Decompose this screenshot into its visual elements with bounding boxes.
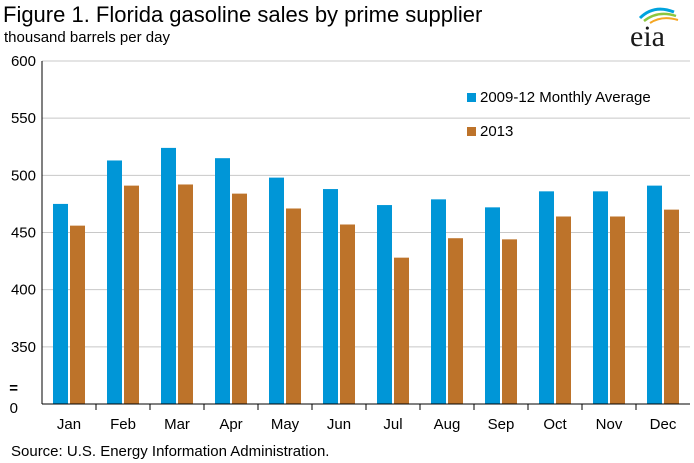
- y-tick-label: 600: [11, 53, 36, 70]
- logo-text: eia: [630, 20, 665, 50]
- bar-2013-nov: [610, 216, 625, 404]
- bar-2013-jul: [394, 257, 409, 404]
- x-tick-label: May: [271, 416, 300, 433]
- axes: [41, 61, 690, 410]
- bar-2009-12-jul: [377, 205, 392, 404]
- bar-2013-feb: [124, 185, 139, 404]
- bar-2009-12-apr: [215, 158, 230, 404]
- bar-2009-12-mar: [161, 147, 176, 405]
- x-tick-label: Apr: [219, 416, 242, 433]
- logo-swoosh-icon: [638, 7, 675, 20]
- y-tick-label: 400: [11, 282, 36, 299]
- bar-2013-aug: [448, 238, 463, 404]
- y-tick-label: 450: [11, 225, 36, 242]
- x-tick-label: Jul: [383, 416, 402, 433]
- bar-2009-12-jun: [323, 189, 338, 404]
- legend-swatch: [467, 93, 476, 102]
- bar-2009-12-jan: [53, 203, 68, 404]
- x-tick-label: Dec: [650, 416, 677, 433]
- gridlines: [42, 60, 690, 348]
- x-tick-label: Oct: [543, 416, 567, 433]
- bar-2009-12-feb: [107, 160, 122, 404]
- bar-2009-12-dec: [647, 185, 662, 404]
- chart-title: Figure 1. Florida gasoline sales by prim…: [3, 2, 483, 27]
- y-tick-label: 0: [10, 400, 18, 417]
- bars: [53, 147, 679, 405]
- x-tick-label: Jun: [327, 416, 351, 433]
- x-tick-label: Jan: [57, 416, 81, 433]
- bar-2013-dec: [664, 209, 679, 404]
- legend: 2009-12 Monthly Average 2013: [467, 89, 651, 140]
- source-note: Source: U.S. Energy Information Administ…: [11, 443, 330, 460]
- y-tick-label: 550: [11, 110, 36, 127]
- y-tick-labels: 350 400 450 500 550 600 0 =: [9, 53, 36, 417]
- bar-2009-12-oct: [539, 191, 554, 404]
- legend-label: 2009-12 Monthly Average: [480, 89, 651, 106]
- axis-break-symbol: =: [9, 380, 18, 397]
- bar-2013-apr: [232, 193, 247, 404]
- bar-2013-jan: [70, 225, 85, 404]
- x-tick-label: Sep: [488, 416, 515, 433]
- y-tick-label: 350: [11, 339, 36, 356]
- y-tick-label: 500: [11, 167, 36, 184]
- bar-2009-12-sep: [485, 207, 500, 404]
- bar-2013-jun: [340, 224, 355, 404]
- eia-logo: eia: [628, 6, 688, 53]
- x-tick-label: Feb: [110, 416, 136, 433]
- legend-label: 2013: [480, 123, 513, 140]
- legend-swatch: [467, 127, 476, 136]
- x-tick-label: Aug: [434, 416, 461, 433]
- bar-2013-may: [286, 208, 301, 404]
- chart-subtitle: thousand barrels per day: [4, 29, 170, 46]
- bar-2013-oct: [556, 216, 571, 404]
- bar-2009-12-aug: [431, 199, 446, 404]
- x-tick-labels: Jan Feb Mar Apr May Jun Jul Aug Sep Oct Nov Dec: [57, 416, 677, 433]
- x-tick-label: Mar: [164, 416, 190, 433]
- bar-2009-12-nov: [593, 191, 608, 404]
- bar-2013-sep: [502, 239, 517, 404]
- bar-2009-12-may: [269, 177, 284, 404]
- x-tick-label: Nov: [596, 416, 623, 433]
- bar-2013-mar: [178, 184, 193, 404]
